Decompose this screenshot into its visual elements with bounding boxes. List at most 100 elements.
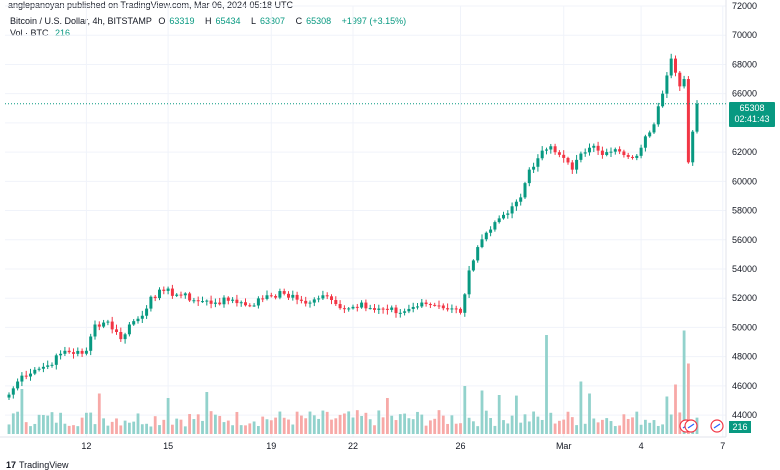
candle-body xyxy=(553,146,557,153)
candle-body xyxy=(7,394,11,398)
candle-body xyxy=(420,302,424,307)
volume-bar xyxy=(398,414,402,434)
candle-body xyxy=(140,315,144,319)
ohlc-legend: Bitcoin / U.S. Dollar, 4h, BITSTAMP O 633… xyxy=(10,16,410,26)
candle-body xyxy=(609,151,613,153)
candle-body xyxy=(205,300,209,302)
volume-bar xyxy=(24,422,28,434)
volume-bar xyxy=(29,426,32,434)
candle-body xyxy=(347,308,351,310)
candle-body xyxy=(661,93,665,107)
candle-body xyxy=(394,307,398,314)
volume-bar xyxy=(59,412,62,434)
volume-bar xyxy=(11,413,15,434)
candle-body xyxy=(545,149,548,151)
volume-bar xyxy=(343,413,346,434)
logo-text: TradingView xyxy=(19,460,69,470)
candle-body xyxy=(540,150,544,159)
price-tick-label: 48000 xyxy=(732,352,757,362)
candle-body xyxy=(493,222,497,230)
candle-body xyxy=(334,300,338,305)
candle-body xyxy=(360,302,364,308)
volume-bar xyxy=(102,418,105,434)
last-price-tag: 65308 02:41:43 xyxy=(729,102,775,127)
candle-body xyxy=(209,300,213,304)
time-tick-label: 15 xyxy=(163,441,173,451)
volume-bar xyxy=(390,415,394,434)
volume-bar xyxy=(506,423,510,434)
volume-bar xyxy=(665,396,669,434)
tradingview-logo[interactable]: 17 TradingView xyxy=(6,460,69,470)
candle-body xyxy=(626,155,630,157)
volume-bar xyxy=(63,423,67,434)
volume-bar xyxy=(235,411,239,434)
volume-bar xyxy=(334,418,338,434)
candle-body xyxy=(231,299,235,301)
volume-bar xyxy=(85,412,88,434)
candle-body xyxy=(411,306,415,309)
volume-bar xyxy=(497,395,501,434)
volume-bar xyxy=(420,414,424,434)
symbol-label[interactable]: Bitcoin / U.S. Dollar, 4h, BITSTAMP xyxy=(10,16,152,26)
volume-bar xyxy=(437,410,441,434)
candle-body xyxy=(192,300,196,302)
candle-body xyxy=(459,308,462,313)
candle-body xyxy=(364,302,368,309)
candle-body xyxy=(514,201,518,207)
event-marker-glyph xyxy=(713,423,721,429)
candle-body xyxy=(33,369,37,374)
volume-bar xyxy=(106,425,110,434)
time-tick-label: 7 xyxy=(720,441,725,451)
candle-body xyxy=(562,154,566,158)
volume-bar xyxy=(162,419,166,434)
volume-bar xyxy=(592,418,596,434)
candle-body xyxy=(643,136,647,148)
candle-body xyxy=(106,321,110,323)
candle-body xyxy=(115,329,118,333)
candle-body xyxy=(291,294,295,298)
volume-bar xyxy=(257,426,260,434)
volume-bar xyxy=(463,386,467,434)
volume-bar xyxy=(622,414,626,434)
price-tick-label: 62000 xyxy=(732,147,757,157)
candle-body xyxy=(162,289,166,291)
volume-bar xyxy=(678,412,682,434)
volume-bar xyxy=(89,412,93,434)
candle-body xyxy=(179,294,183,296)
volume-label[interactable]: Vol · BTC xyxy=(10,28,49,38)
candle-body xyxy=(686,79,690,163)
volume-bar xyxy=(231,425,234,434)
candle-body xyxy=(222,297,226,305)
volume-bar xyxy=(364,412,368,434)
candle-body xyxy=(549,146,553,150)
candle-body xyxy=(46,365,50,367)
volume-bar xyxy=(205,392,209,434)
volume-bar xyxy=(252,421,256,434)
volume-bar xyxy=(360,416,363,434)
volume-tag: 216 xyxy=(729,421,751,433)
volume-bar xyxy=(50,412,54,434)
candle-body xyxy=(93,324,97,337)
volume-value: 216 xyxy=(55,28,71,38)
volume-bar xyxy=(429,420,432,434)
price-tick-label: 66000 xyxy=(732,89,757,99)
candle-body xyxy=(123,334,127,340)
candle-body xyxy=(446,308,450,310)
volume-bar xyxy=(291,424,295,434)
volume-bar xyxy=(158,425,161,434)
candle-body xyxy=(639,147,643,156)
price-tick-label: 56000 xyxy=(732,235,757,245)
candle-body xyxy=(467,270,471,295)
candle-body xyxy=(312,299,316,303)
high-field: H 65434 xyxy=(204,16,241,26)
candle-body xyxy=(613,149,617,152)
volume-bar xyxy=(540,419,544,434)
volume-bar xyxy=(330,419,333,434)
price-tick-label: 50000 xyxy=(732,322,757,332)
volume-bar xyxy=(626,418,630,434)
volume-bar xyxy=(493,425,497,434)
price-tick-label: 44000 xyxy=(732,410,757,420)
volume-bar xyxy=(656,425,660,434)
price-tick-label: 46000 xyxy=(732,381,757,391)
